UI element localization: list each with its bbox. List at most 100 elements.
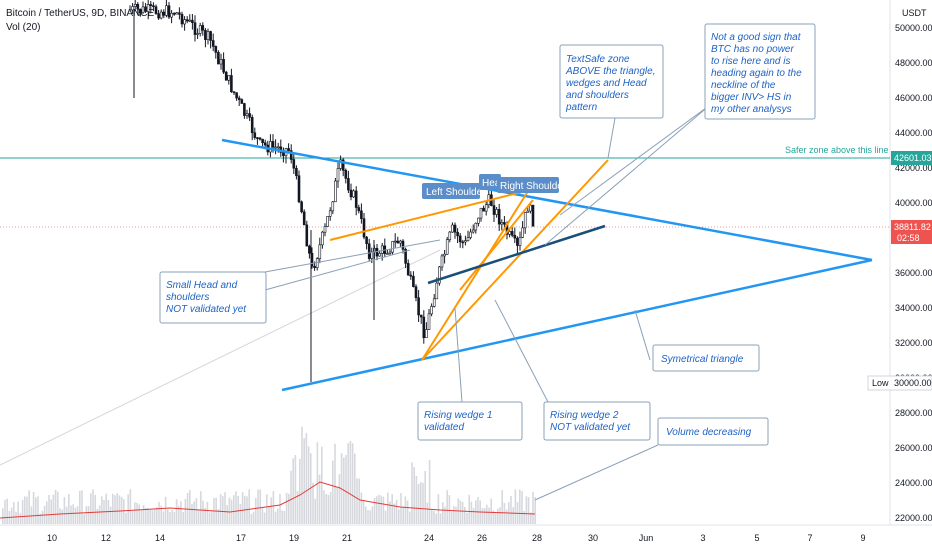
triangle-lower-line[interactable] — [281, 258, 873, 392]
candle-body — [409, 274, 413, 277]
note-safe-zone-text: TextSafe zone ABOVE the triangle, wedges a… — [565, 54, 656, 113]
volume-bar — [283, 511, 286, 524]
candle-body — [175, 12, 179, 15]
volume-bar — [156, 507, 158, 524]
wedge-inner-line[interactable] — [459, 199, 534, 291]
volume-bar — [4, 499, 6, 524]
candle-body — [224, 71, 228, 81]
volume-bar — [57, 491, 59, 524]
volume-bar — [417, 483, 420, 524]
candle-body — [149, 4, 153, 6]
candle-body — [516, 237, 519, 246]
tag-head[interactable]: Hea — [479, 174, 501, 190]
candle-body — [526, 210, 530, 213]
volume-bar — [301, 426, 303, 524]
y-tick-label: 42000.00 — [895, 163, 932, 173]
candle-body — [523, 212, 527, 229]
volume-bar — [21, 499, 24, 524]
y-tick-label: 34000.00 — [895, 303, 932, 313]
wedge1-line[interactable] — [421, 187, 531, 361]
volume-bar — [39, 513, 41, 524]
svg-text:42601.03: 42601.03 — [894, 153, 932, 163]
volume-bar — [422, 482, 424, 524]
volume-bar — [360, 492, 363, 524]
volume-bar — [41, 510, 44, 524]
tag-right-shoulder[interactable]: Right Shoulder — [497, 177, 567, 193]
volume-bar — [116, 493, 118, 524]
volume-bar — [268, 507, 270, 524]
volume-bar — [76, 506, 79, 524]
candle-body — [245, 113, 249, 116]
note-not-good-sign[interactable]: Not a good sign that BTC has no power to r… — [704, 23, 816, 120]
volume-bar — [406, 500, 409, 524]
candle-body — [141, 6, 145, 13]
volume-bar — [336, 487, 338, 524]
volume-bar — [303, 438, 305, 524]
safe-zone-label: Safer zone above this line — [785, 145, 889, 155]
candle-body — [393, 240, 397, 243]
candle-body — [399, 240, 402, 244]
volume-bar — [48, 495, 50, 524]
note-rising-wedge-1[interactable]: Rising wedge 1 validated — [417, 401, 523, 441]
candle-body — [430, 306, 433, 315]
symbol-title: Bitcoin / TetherUS, 9D, BINANCE — [6, 8, 155, 19]
candle-body — [256, 137, 259, 139]
volume-bar — [290, 470, 292, 524]
volume-bar — [411, 462, 413, 524]
candle-body — [157, 13, 160, 19]
volume-bar — [178, 505, 180, 524]
volume-bar — [332, 460, 334, 524]
tag-left-shoulder[interactable]: Left Shoulder — [422, 183, 486, 199]
volume-bar — [131, 511, 134, 524]
candle-body — [414, 286, 418, 299]
candle-body — [503, 222, 506, 225]
candle-body — [232, 91, 236, 94]
volume-bar — [415, 475, 418, 524]
volume-bar — [272, 491, 275, 524]
volume-bar — [466, 512, 468, 524]
note-volume[interactable]: Volume decreasing — [657, 417, 769, 446]
candle-body — [367, 243, 371, 259]
note-small-hs[interactable]: Small Head and shoulders NOT validated yet — [159, 271, 267, 324]
note-triangle-text: Symetrical triangle — [661, 354, 744, 365]
volume-bar — [74, 507, 77, 524]
volume-bar — [92, 489, 94, 524]
volume-bar — [197, 510, 200, 524]
volume-bar — [233, 495, 235, 524]
candle-body — [435, 282, 439, 300]
candle-body — [471, 229, 475, 233]
volume-bar — [395, 499, 398, 524]
volume-bar — [235, 491, 237, 524]
volume-bar — [323, 490, 325, 524]
volume-bar — [70, 505, 72, 524]
candle-body — [235, 92, 238, 99]
neckline[interactable] — [427, 224, 606, 285]
volume-bar — [142, 504, 145, 524]
candle-body — [466, 237, 470, 241]
note-rising-wedge-2[interactable]: Rising wedge 2 NOT validated yet — [543, 401, 651, 441]
candle-body — [295, 167, 298, 177]
volume-bar — [307, 446, 310, 524]
volume-bar — [354, 453, 356, 524]
note-triangle[interactable]: Symetrical triangle — [652, 344, 760, 372]
volume-bar — [250, 513, 253, 524]
volume-bar — [24, 496, 26, 524]
volume-bar — [239, 504, 242, 524]
volume-bar — [184, 498, 187, 524]
volume-bar — [206, 501, 209, 524]
triangle-upper-line[interactable] — [221, 138, 873, 262]
wedge2-line[interactable] — [421, 159, 609, 361]
volume-bar — [37, 496, 39, 524]
volume-bar — [294, 455, 297, 524]
wedge-upper-line[interactable] — [329, 189, 531, 241]
volume-bar — [404, 496, 407, 524]
volume-bar — [367, 510, 369, 524]
long-trend-line — [0, 249, 441, 466]
x-tick-label: 17 — [236, 533, 246, 543]
volume-bar — [2, 508, 4, 524]
note-safe-zone[interactable]: TextSafe zone ABOVE the triangle, wedges a… — [559, 44, 664, 119]
candle-body — [263, 142, 267, 146]
candle-body — [305, 224, 309, 247]
volume-bar — [409, 511, 411, 524]
